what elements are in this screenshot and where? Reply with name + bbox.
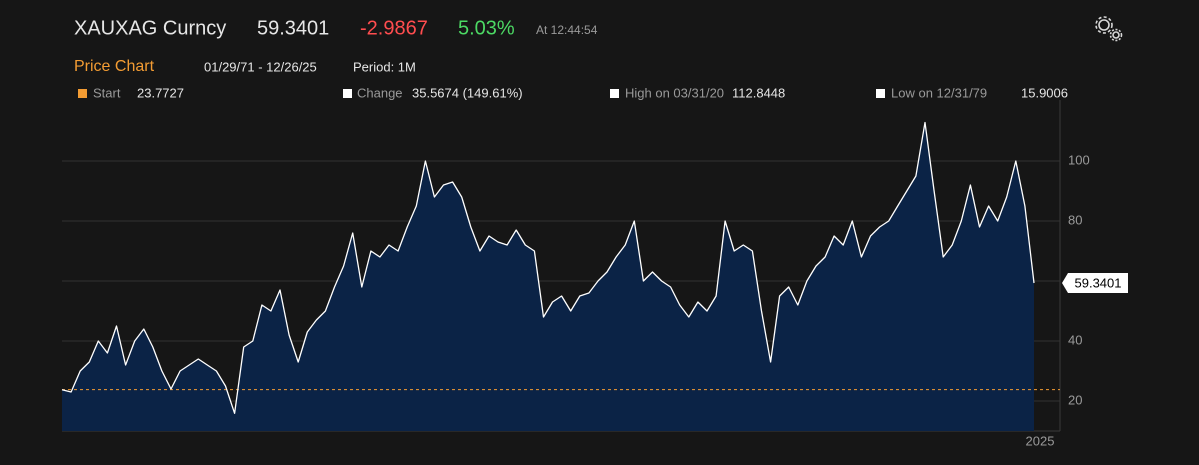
legend-swatch xyxy=(876,89,885,98)
legend-label: Low on 12/31/79 xyxy=(891,85,987,100)
price-tag xyxy=(1062,272,1128,293)
y-tick-label: 20 xyxy=(1068,392,1082,407)
ticker: XAUXAG Curncy xyxy=(74,17,226,39)
x-tick-label: 2025 xyxy=(1026,433,1055,448)
legend-label: Start xyxy=(93,85,121,100)
date-range: 01/29/71 - 12/26/25 xyxy=(204,59,317,74)
price-tag-label: 59.3401 xyxy=(1075,275,1122,290)
net-change: -2.9867 xyxy=(360,17,428,39)
legend-value: 35.5674 (149.61%) xyxy=(412,85,523,100)
last-price: 59.3401 xyxy=(257,17,329,39)
legend-swatch xyxy=(78,89,87,98)
y-tick-label: 40 xyxy=(1068,332,1082,347)
legend-swatch xyxy=(343,89,352,98)
legend-value: 23.7727 xyxy=(137,85,184,100)
legend-value: 15.9006 xyxy=(1021,85,1068,100)
legend-value: 112.8448 xyxy=(732,85,785,100)
legend-label: High on 03/31/20 xyxy=(625,85,724,100)
plot: 20406080100202559.3401 xyxy=(61,121,1128,448)
area xyxy=(62,122,1034,431)
legend-swatch xyxy=(610,89,619,98)
price-line xyxy=(61,121,1035,414)
y-tick-label: 100 xyxy=(1068,152,1090,167)
legend-label: Change xyxy=(357,85,403,100)
time: At 12:44:54 xyxy=(536,23,598,37)
section-title: Price Chart xyxy=(74,58,155,75)
settings-icon[interactable] xyxy=(1095,16,1123,42)
y-tick-label: 80 xyxy=(1068,212,1082,227)
pct-change: 5.03% xyxy=(458,17,515,39)
period: Period: 1M xyxy=(353,59,416,74)
